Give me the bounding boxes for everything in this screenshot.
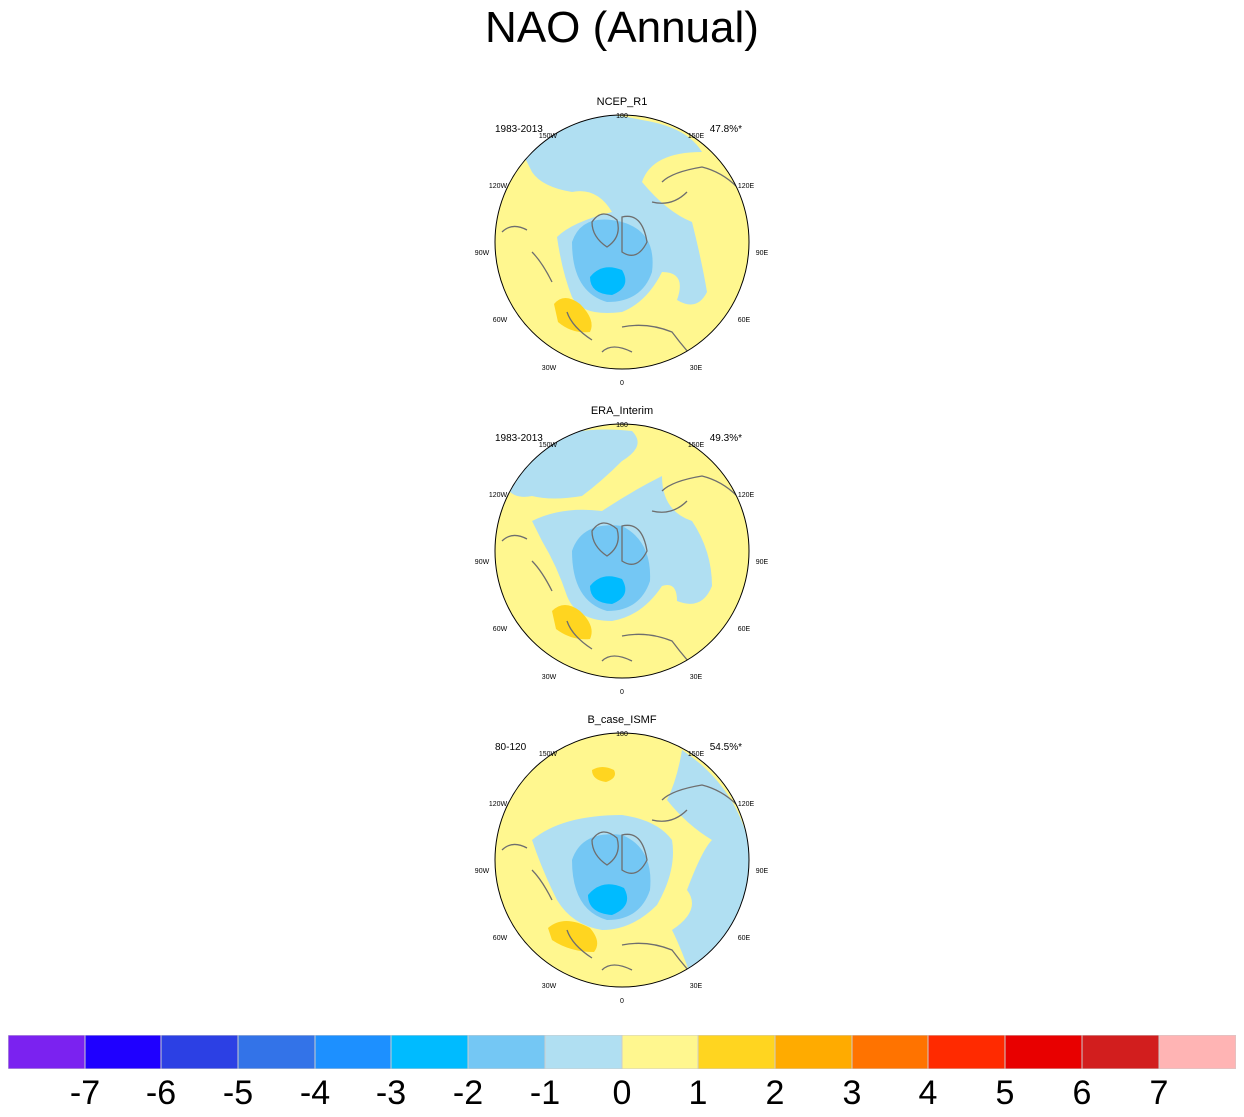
colorbar-swatch: [697, 1035, 776, 1069]
colorbar-labels: -7 -6 -5 -4 -3 -2 -1 0 1 2 3 4 5 6 7: [0, 1073, 1244, 1117]
panel-title: NCEP_R1: [596, 96, 648, 108]
map-boundary: [494, 732, 750, 988]
colorbar-tick: 7: [1149, 1074, 1169, 1112]
colorbar-tick: -3: [375, 1074, 407, 1112]
colorbar-tick: -1: [529, 1074, 561, 1112]
positive-anomaly: [552, 605, 592, 640]
map-panel-ncep: NCEP_R1 1983-2013 47.8%* 180 0 90W 90E 1…: [472, 96, 772, 396]
lon-label-120w: 120W: [489, 183, 508, 190]
map-boundary: [494, 423, 750, 679]
lon-label-30e: 30E: [690, 983, 703, 990]
colorbar-tick: -4: [299, 1074, 331, 1112]
colorbar-swatch: [1004, 1035, 1083, 1069]
lon-label-120w: 120W: [489, 492, 508, 499]
colorbar-tick: 1: [688, 1074, 708, 1112]
lon-label-120e: 120E: [738, 183, 755, 190]
polar-map: 180 0 90W 90E 150W 120W 150E 120E 60W 30…: [475, 422, 769, 696]
negative-min: [590, 267, 626, 295]
coastline: [501, 475, 738, 677]
polar-map: 180 0 90W 90E 150W 120W 150E 120E 60W 30…: [475, 113, 769, 387]
lon-label-right: 90E: [756, 250, 769, 257]
lon-label-150w: 150W: [539, 442, 558, 449]
lon-label-30e: 30E: [690, 674, 703, 681]
coastline: [501, 166, 738, 368]
lon-label-30w: 30W: [542, 674, 557, 681]
colorbar-tick: 6: [1072, 1074, 1092, 1112]
panel-period: 1983-2013: [495, 124, 543, 135]
lon-label-60e: 60E: [738, 317, 751, 324]
colorbar-tick: 2: [765, 1074, 785, 1112]
lon-label-30w: 30W: [542, 365, 557, 372]
panel-title: B_case_ISMF: [587, 714, 657, 726]
colorbar-swatch: [390, 1035, 469, 1069]
polar-map: 180 0 90W 90E 150W 120W 150E 120E 60W 30…: [475, 731, 769, 1005]
lon-label-60e: 60E: [738, 626, 751, 633]
lon-label-bottom: 0: [620, 380, 624, 387]
lon-label-bottom: 0: [620, 998, 624, 1005]
negative-region: [517, 115, 707, 313]
lon-label-left: 90W: [475, 559, 490, 566]
lon-label-60e: 60E: [738, 935, 751, 942]
lon-label-top: 180: [616, 113, 628, 120]
positive-anomaly: [554, 298, 592, 333]
colorbar-swatch: [774, 1035, 853, 1069]
colorbar-tick: -2: [452, 1074, 484, 1112]
colorbar-swatch: [927, 1035, 1006, 1069]
colorbar-tick: 3: [842, 1074, 862, 1112]
lon-label-30e: 30E: [690, 365, 703, 372]
lon-label-60w: 60W: [493, 626, 508, 633]
colorbar-swatch: [8, 1035, 86, 1069]
lon-label-top: 180: [616, 422, 628, 429]
panel-variance: 47.8%*: [709, 124, 742, 135]
lon-label-30w: 30W: [542, 983, 557, 990]
lon-label-top: 180: [616, 731, 628, 738]
lon-label-150e: 150E: [688, 133, 705, 140]
map-panel-era: ERA_Interim 1983-2013 49.3%* 180 0 90W 9…: [472, 405, 772, 705]
map-boundary: [494, 114, 750, 370]
colorbar-swatch: [84, 1035, 162, 1069]
lon-label-left: 90W: [475, 250, 490, 257]
lon-label-150w: 150W: [539, 133, 558, 140]
lon-label-150w: 150W: [539, 751, 558, 758]
colorbar-swatch: [314, 1035, 392, 1069]
colorbar-tick: 5: [995, 1074, 1015, 1112]
colorbar-swatch: [160, 1035, 239, 1069]
figure-title: NAO (Annual): [485, 3, 759, 52]
colorbar-swatch: [1081, 1035, 1160, 1069]
panel-period: 80-120: [495, 742, 527, 753]
colorbar-swatch: [851, 1035, 929, 1069]
colorbar-swatch: [621, 1035, 699, 1069]
lon-label-left: 90W: [475, 868, 490, 875]
colorbar-tick: -7: [69, 1074, 101, 1112]
colorbar-swatch: [1158, 1035, 1236, 1069]
colorbar: [8, 1035, 1236, 1069]
lon-label-60w: 60W: [493, 935, 508, 942]
positive-anomaly: [548, 767, 615, 952]
negative-region: [502, 429, 712, 621]
panel-period: 1983-2013: [495, 433, 543, 444]
panel-variance: 49.3%*: [709, 433, 742, 444]
colorbar-swatch: [467, 1035, 546, 1069]
coastline: [501, 784, 738, 986]
colorbar-tick: 0: [612, 1074, 632, 1112]
lon-label-150e: 150E: [688, 751, 705, 758]
lon-label-120e: 120E: [738, 492, 755, 499]
negative-min: [590, 576, 626, 604]
lon-label-150e: 150E: [688, 442, 705, 449]
map-panel-bcase: B_case_ISMF 80-120 54.5%* 180 0 90W 90E …: [472, 714, 772, 1014]
colorbar-tick: -5: [222, 1074, 254, 1112]
colorbar-tick: 4: [918, 1074, 938, 1112]
colorbar-swatch: [237, 1035, 316, 1069]
lon-label-120w: 120W: [489, 801, 508, 808]
lon-label-120e: 120E: [738, 801, 755, 808]
lon-label-right: 90E: [756, 868, 769, 875]
colorbar-tick: -6: [145, 1074, 177, 1112]
colorbar-swatch: [544, 1035, 623, 1069]
lon-label-60w: 60W: [493, 317, 508, 324]
lon-label-right: 90E: [756, 559, 769, 566]
panel-variance: 54.5%*: [709, 742, 742, 753]
negative-min: [588, 884, 628, 915]
lon-label-bottom: 0: [620, 689, 624, 696]
panel-title: ERA_Interim: [590, 405, 654, 417]
